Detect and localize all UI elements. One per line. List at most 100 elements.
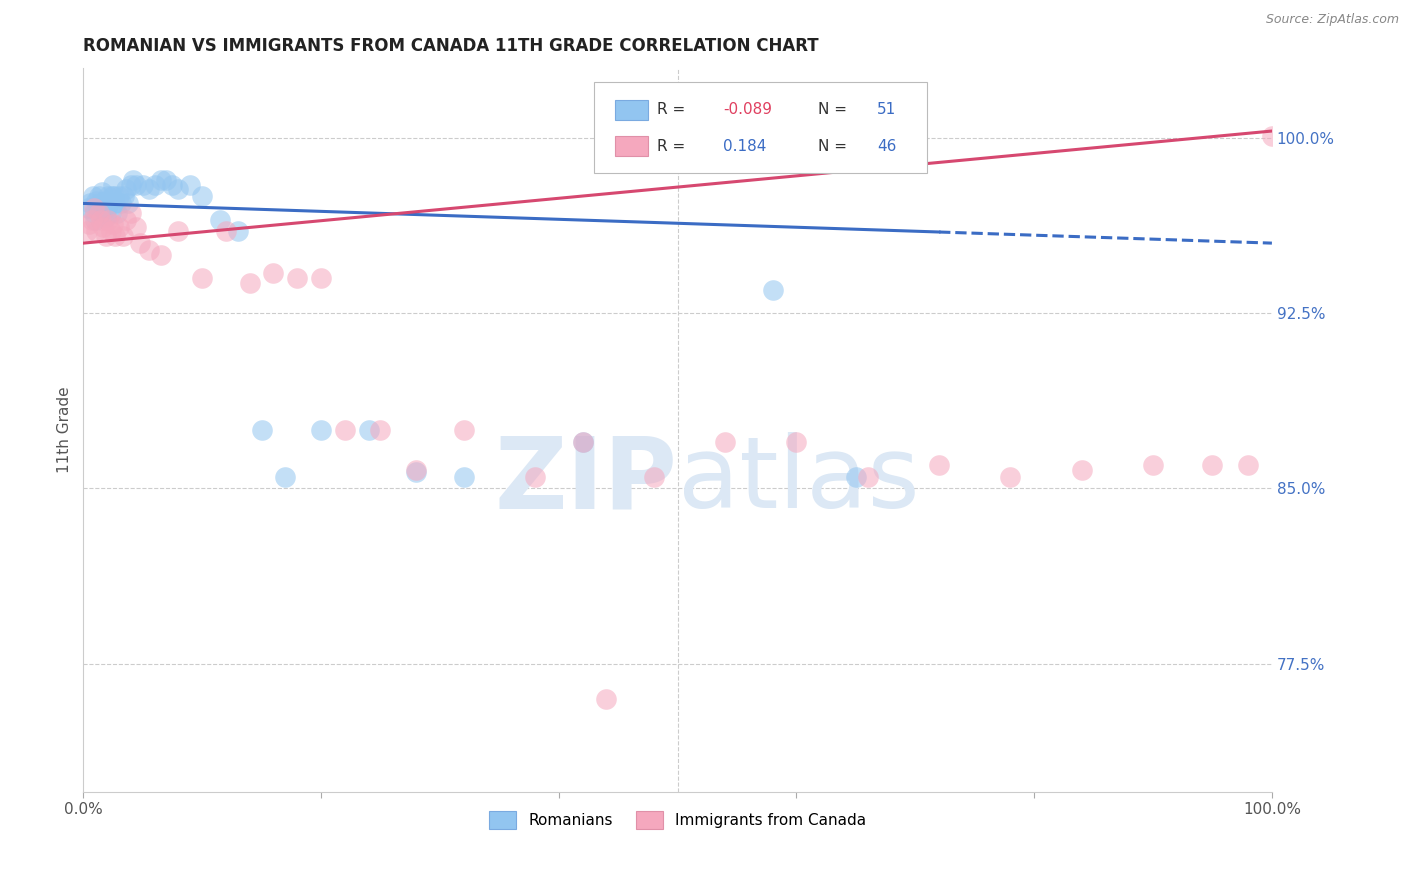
Point	[1201, 458, 1223, 472]
Legend: Romanians, Immigrants from Canada: Romanians, Immigrants from Canada	[482, 805, 873, 835]
Point	[263, 267, 285, 281]
Point	[124, 178, 146, 192]
Point	[101, 189, 124, 203]
Point	[111, 229, 134, 244]
Point	[370, 423, 392, 437]
Point	[167, 224, 190, 238]
Point	[285, 271, 308, 285]
Point	[191, 271, 214, 285]
Point	[1237, 458, 1260, 472]
Text: atlas: atlas	[678, 432, 920, 529]
Point	[117, 196, 139, 211]
Point	[167, 182, 190, 196]
Point	[87, 189, 110, 203]
Point	[77, 218, 100, 232]
Point	[86, 194, 108, 208]
Point	[405, 465, 427, 479]
Point	[84, 212, 107, 227]
Point	[1000, 469, 1022, 483]
Text: 46: 46	[877, 138, 897, 153]
Text: Source: ZipAtlas.com: Source: ZipAtlas.com	[1265, 13, 1399, 27]
Point	[143, 178, 166, 192]
Point	[86, 224, 108, 238]
Point	[91, 185, 114, 199]
Y-axis label: 11th Grade: 11th Grade	[58, 386, 72, 474]
Point	[82, 189, 104, 203]
Point	[77, 201, 100, 215]
Point	[595, 691, 617, 706]
Point	[138, 243, 160, 257]
Point	[179, 178, 201, 192]
Text: N =: N =	[818, 103, 852, 118]
Point	[928, 458, 950, 472]
Text: N =: N =	[818, 138, 852, 153]
Point	[120, 206, 142, 220]
Point	[90, 212, 112, 227]
Point	[104, 229, 127, 244]
Point	[103, 189, 125, 203]
Text: -0.089: -0.089	[723, 103, 772, 118]
Point	[250, 423, 273, 437]
Point	[86, 201, 108, 215]
Point	[453, 423, 475, 437]
Point	[856, 469, 879, 483]
Point	[138, 182, 160, 196]
Point	[132, 178, 155, 192]
Point	[226, 224, 249, 238]
Point	[100, 206, 122, 220]
Bar	[614, 136, 648, 156]
Point	[309, 271, 332, 285]
Point	[115, 182, 138, 196]
Point	[97, 189, 120, 203]
Point	[110, 196, 132, 211]
Point	[162, 178, 184, 192]
Point	[76, 224, 98, 238]
FancyBboxPatch shape	[595, 82, 927, 173]
Point	[845, 469, 868, 483]
Point	[93, 219, 115, 234]
Point	[523, 469, 546, 483]
Point	[405, 463, 427, 477]
Point	[83, 206, 105, 220]
Point	[115, 212, 138, 227]
Text: ZIP: ZIP	[495, 432, 678, 529]
Point	[191, 189, 214, 203]
Point	[714, 434, 737, 449]
Text: ROMANIAN VS IMMIGRANTS FROM CANADA 11TH GRADE CORRELATION CHART: ROMANIAN VS IMMIGRANTS FROM CANADA 11TH …	[83, 37, 818, 55]
Point	[643, 469, 665, 483]
Point	[1070, 463, 1092, 477]
Point	[215, 224, 238, 238]
Point	[105, 206, 128, 220]
Point	[357, 423, 380, 437]
Point	[94, 229, 117, 244]
Point	[80, 212, 103, 227]
Text: R =: R =	[658, 103, 690, 118]
Point	[309, 423, 332, 437]
Point	[239, 276, 262, 290]
Point	[79, 196, 101, 211]
Point	[108, 219, 131, 234]
Point	[89, 196, 111, 211]
Text: 0.184: 0.184	[723, 138, 766, 153]
Point	[93, 194, 115, 208]
Point	[333, 423, 356, 437]
Text: 51: 51	[877, 103, 897, 118]
Point	[97, 212, 120, 227]
Point	[96, 201, 118, 215]
Point	[129, 236, 152, 251]
Point	[149, 248, 172, 262]
Point	[122, 173, 145, 187]
Point	[785, 434, 807, 449]
Point	[1142, 458, 1164, 472]
Point	[93, 201, 115, 215]
Text: R =: R =	[658, 138, 690, 153]
Point	[112, 189, 135, 203]
Point	[98, 196, 121, 211]
Point	[83, 201, 105, 215]
Point	[274, 469, 297, 483]
Point	[149, 173, 172, 187]
Point	[87, 206, 110, 220]
Point	[101, 178, 124, 192]
Point	[762, 283, 785, 297]
Point	[108, 189, 131, 203]
